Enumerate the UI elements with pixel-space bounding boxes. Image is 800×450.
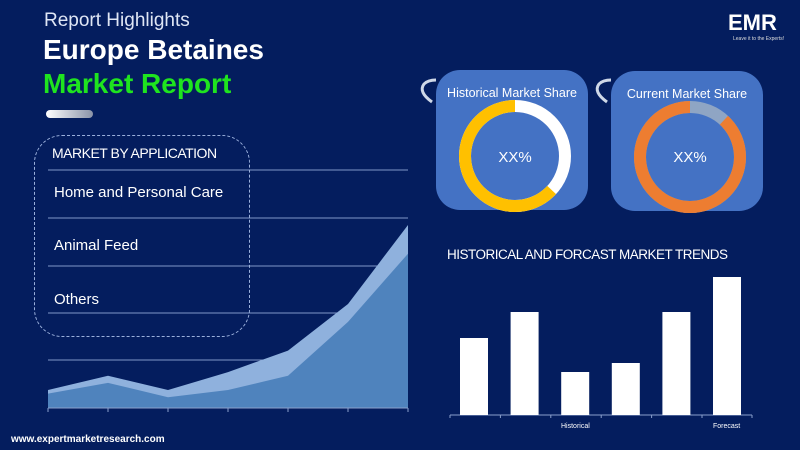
application-item: Home and Personal Care bbox=[54, 184, 224, 201]
application-item: Others bbox=[54, 291, 100, 308]
report-subtitle: Report Highlights bbox=[44, 10, 190, 31]
emr-logo: EMR bbox=[728, 10, 777, 35]
area-series-1 bbox=[48, 253, 408, 408]
application-box bbox=[34, 135, 250, 337]
application-item: Animal Feed bbox=[54, 237, 139, 254]
historical-share-card: Historical Market Share bbox=[436, 70, 588, 210]
card-title: Historical Market Share bbox=[447, 86, 577, 100]
x-tick-label: Forecast bbox=[713, 423, 741, 430]
trend-chart-title: HISTORICAL AND FORCAST MARKET TRENDS bbox=[447, 247, 728, 262]
decorative-bar bbox=[46, 110, 93, 118]
application-heading: MARKET BY APPLICATION bbox=[52, 145, 217, 161]
report-title-accent: Market Report bbox=[43, 68, 232, 99]
logo-tagline: Leave it to the Experts! bbox=[733, 36, 785, 42]
website-link[interactable]: www.expertmarketresearch.com bbox=[11, 434, 165, 445]
current-share-card: Current Market Share bbox=[611, 71, 763, 211]
x-tick-label: Historical bbox=[561, 423, 590, 430]
report-title: Europe Betaines bbox=[43, 34, 264, 65]
card-title: Current Market Share bbox=[626, 87, 748, 101]
